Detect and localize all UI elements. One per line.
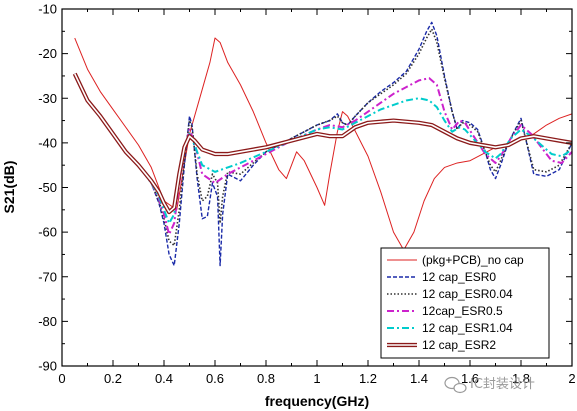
legend-item: 12 cap_ESR0: [387, 270, 496, 284]
legend-item: 12 cap_ESR0.04: [387, 287, 513, 301]
legend-item: 12 cap_ESR2: [387, 338, 496, 352]
legend-item: 12cap_ESR0.5: [387, 304, 503, 318]
legend-label: 12 cap_ESR1.04: [422, 321, 513, 335]
legend-label: 12cap_ESR0.5: [422, 304, 503, 318]
series-line-inner: [74, 73, 573, 213]
y-tick-label: -90: [38, 359, 57, 374]
x-tick-label: 0.6: [206, 371, 224, 386]
x-tick-label: 1.6: [461, 371, 479, 386]
x-tick-label: 1.8: [512, 371, 530, 386]
series-line: [73, 73, 573, 236]
ticks-layer: 0 0.2 0.4 0.6 0.8 1 1.2 1.4 1.6 1.8 2 -90 -80 -70 -60 -…: [38, 2, 575, 387]
x-tick-label: 0.8: [257, 371, 275, 386]
legend-item: (pkg+PCB)_no cap: [387, 253, 524, 267]
series-line: [74, 37, 573, 251]
series-4: [73, 73, 573, 236]
x-tick-label: 1.4: [410, 371, 428, 386]
x-tick-label: 0.2: [104, 371, 122, 386]
y-tick-label: -30: [38, 91, 57, 106]
legend-label: (pkg+PCB)_no cap: [422, 253, 524, 267]
legend-box: [380, 247, 550, 359]
legend-item: 12 cap_ESR1.04: [387, 321, 513, 335]
x-tick-label: 0: [58, 371, 65, 386]
y-tick-label: -80: [38, 314, 57, 329]
y-tick-label: -10: [38, 2, 57, 17]
x-tick-label: 0.4: [155, 371, 173, 386]
y-tick-label: -40: [38, 135, 57, 150]
y-tick-label: -50: [38, 180, 57, 195]
series-5: [73, 73, 573, 225]
x-tick-label: 1: [313, 371, 320, 386]
series-line: [73, 73, 573, 225]
legend-label: 12 cap_ESR0.04: [422, 287, 513, 301]
series-6: [72, 72, 573, 215]
watermark-text: IC封装设计: [470, 377, 535, 392]
y-tick-label: -20: [38, 46, 57, 61]
wechat-icon: [444, 376, 467, 394]
x-tick-label: 1.2: [359, 371, 377, 386]
y-tick-label: -60: [38, 225, 57, 240]
x-axis-title: frequency(GHz): [265, 393, 369, 409]
x-tick-label: 2: [568, 371, 575, 386]
series-1: [74, 37, 573, 251]
series-layer: [72, 21, 573, 267]
legend-label: 12 cap_ESR0: [422, 270, 496, 284]
legend: (pkg+PCB)_no cap 12 cap_ESR0 12 cap_ESR0.0…: [380, 247, 550, 359]
legend-label: 12 cap_ESR2: [422, 338, 496, 352]
watermark: IC封装设计: [444, 376, 535, 394]
y-axis-title: S21(dB): [1, 161, 17, 214]
y-tick-label: -70: [38, 269, 57, 284]
